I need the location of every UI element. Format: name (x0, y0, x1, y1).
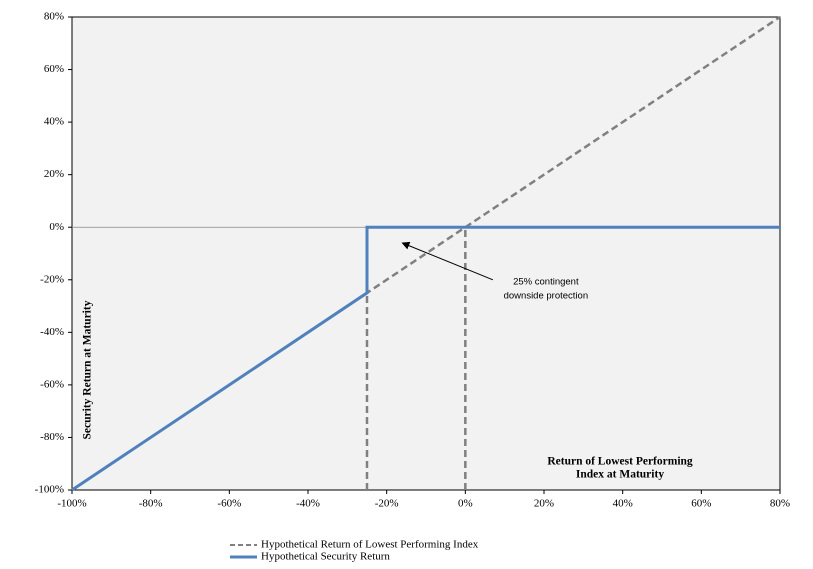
series-line (71, 225, 780, 492)
x-tick-label: -80% (139, 498, 163, 510)
x-tick-label: -60% (217, 498, 241, 510)
x-tick-label: 60% (691, 498, 711, 510)
y-tick-label: -20% (40, 273, 64, 285)
y-tick-label: -80% (40, 431, 64, 443)
y-axis-title: Security Return at Maturity (82, 300, 94, 439)
annotation-text: downside protection (504, 290, 589, 301)
y-tick-label: 60% (44, 63, 64, 75)
x-tick-label: 40% (613, 498, 633, 510)
annotation-text: 25% contingent (513, 276, 579, 287)
legend-label: Hypothetical Security Return (261, 551, 390, 563)
y-tick-label: -60% (40, 378, 64, 390)
y-tick-label: 20% (44, 168, 64, 180)
y-tick-label: 40% (44, 116, 64, 128)
x-tick-label: 80% (770, 498, 790, 510)
legend-label: Hypothetical Return of Lowest Performing… (261, 539, 479, 551)
y-tick-label: 0% (49, 221, 64, 233)
series-line (71, 15, 781, 492)
y-tick-label: -40% (40, 326, 64, 338)
x-axis-title: Index at Maturity (576, 469, 664, 481)
x-tick-label: -40% (296, 498, 320, 510)
y-tick-label: 80% (44, 11, 64, 23)
x-tick-label: -20% (375, 498, 399, 510)
x-tick-label: 0% (458, 498, 473, 510)
x-axis-title: Return of Lowest Performing (547, 456, 693, 468)
y-tick-label: -100% (35, 484, 64, 496)
annotation-arrow (401, 241, 494, 281)
x-tick-label: -100% (57, 498, 86, 510)
x-tick-label: 20% (534, 498, 554, 510)
